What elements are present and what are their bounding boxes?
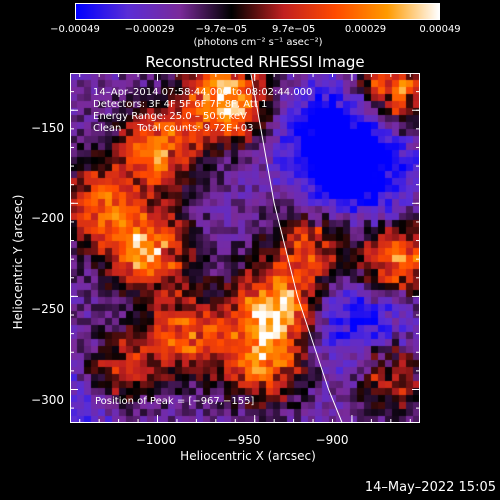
colorbar-unit-label: (photons cm⁻² s⁻¹ asec⁻²) [193,37,323,48]
y-tick-label: −200 [31,211,64,225]
plot-overlay [70,73,420,423]
footer-timestamp: 14–May–2022 15:05 [364,480,496,495]
colorbar-tick-label: 0.00049 [419,24,461,35]
chart-title: Reconstructed RHESSI Image [145,53,365,71]
y-tick-label: −300 [31,393,64,407]
axis-ticks [70,73,420,423]
x-tick-label: −900 [315,433,349,447]
info-energy-range: Energy Range: 25.0 – 50.0 keV [93,111,247,122]
colorbar-tick-label: −0.00029 [124,24,175,35]
heatmap-canvas [70,73,420,423]
info-detectors: Detectors: 3F 4F 5F 6F 7F 8F, Att 1 [93,99,268,110]
y-tick-label: −150 [31,121,64,135]
colorbar [75,3,440,20]
plot-area: 14–Apr–2014 07:58:44.000 to 08:02:44.000… [70,73,420,423]
peak-position-label: Position of Peak = [−967,−155] [95,396,255,407]
colorbar-tick-label: 9.7e−05 [272,24,316,35]
x-axis-label: Heliocentric X (arcsec) [180,449,316,463]
x-tick-label: −950 [227,433,261,447]
solar-limb-line [250,73,343,423]
colorbar-tick-label: −9.7e−05 [195,24,248,35]
plot-frame [70,73,420,423]
colorbar-tick-label: −0.00049 [50,24,100,35]
x-tick-label: −1000 [135,433,177,447]
y-axis-label: Heliocentric Y (arcsec) [11,194,25,330]
colorbar-tick-label: 0.00029 [344,24,387,35]
info-time-range: 14–Apr–2014 07:58:44.000 to 08:02:44.000 [93,87,313,98]
info-clean-counts: Clean Total counts: 9.72E+03 [93,123,254,134]
y-tick-label: −250 [31,302,64,316]
